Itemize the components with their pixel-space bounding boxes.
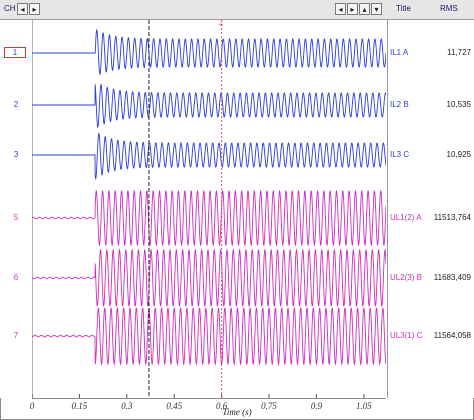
channel-title: UL1(2) A xyxy=(390,213,422,222)
channel-rms-value: 11,727 xyxy=(447,48,471,57)
cursor-marker-icon: + xyxy=(219,20,224,29)
channel-rms-value: 11564,058 xyxy=(433,331,471,340)
waveform-trace xyxy=(32,28,387,76)
scroll-right-icon[interactable]: ▸ xyxy=(29,3,40,15)
waveform-trace xyxy=(31,189,387,247)
channel-rms-value: 11513,764 xyxy=(433,213,471,222)
channel-title: IL2 B xyxy=(390,100,409,109)
time-axis: Time (s) 0 0.15 0.3 0.45 0.6 0.75 0.9 1.05 xyxy=(29,398,386,419)
channel-title: IL3 C xyxy=(390,150,410,159)
selected-channel-box xyxy=(4,47,26,58)
x-tick-label: 0.45 xyxy=(166,401,183,411)
channel-title: UL2(3) B xyxy=(390,273,423,282)
waveform-trace xyxy=(31,248,387,307)
waveform-trace xyxy=(32,133,387,180)
scroll-up-icon[interactable]: ▴ xyxy=(359,3,370,15)
ch-header: CH xyxy=(4,4,16,13)
channel-number-column: 1 2 3 5 6 7 xyxy=(0,20,33,398)
waveform-plot[interactable]: + xyxy=(31,20,387,398)
channel-rms-value: 10,535 xyxy=(446,100,471,109)
x-tick-label: 0.9 xyxy=(310,401,323,411)
channel-number[interactable]: 6 xyxy=(13,273,19,282)
channel-title: IL1 A xyxy=(390,48,409,57)
x-tick-label: 0.6 xyxy=(216,401,228,411)
channel-toolbar: CH ◂ ▸ ◂ ▸ ▴ ▾ Title RMS xyxy=(0,0,474,20)
waveform-canvas[interactable]: + xyxy=(31,20,387,398)
channel-title: UL3(1) C xyxy=(390,331,423,340)
channel-number[interactable]: 5 xyxy=(13,213,19,222)
x-tick-label: 0.3 xyxy=(121,401,133,411)
scroll-left-icon[interactable]: ◂ xyxy=(17,3,28,15)
channel-rms-value: 11683,409 xyxy=(433,273,471,282)
x-tick-label: 0.75 xyxy=(261,401,277,411)
x-tick-label: 0.15 xyxy=(71,401,88,411)
waveform-trace xyxy=(31,307,387,366)
time-axis-label: Time (s) xyxy=(222,407,252,417)
channel-number[interactable]: 3 xyxy=(13,150,19,159)
channel-rms-value: 10,925 xyxy=(446,150,471,159)
title-header: Title xyxy=(396,4,411,13)
rms-header: RMS xyxy=(440,4,458,13)
page-right-icon[interactable]: ▸ xyxy=(347,3,358,15)
channel-number[interactable]: 7 xyxy=(13,331,19,340)
scroll-down-icon[interactable]: ▾ xyxy=(371,3,382,15)
page-left-icon[interactable]: ◂ xyxy=(335,3,346,15)
x-tick-label: 0 xyxy=(29,401,35,411)
channel-info-panel: IL1 A 11,727 IL2 B 10,535 IL3 C 10,925 UL1(2) … xyxy=(387,20,474,398)
channel-number[interactable]: 1 xyxy=(12,48,18,57)
channel-number[interactable]: 2 xyxy=(13,100,19,109)
waveform-trace xyxy=(32,83,387,129)
x-tick-label: 1.05 xyxy=(356,401,372,411)
